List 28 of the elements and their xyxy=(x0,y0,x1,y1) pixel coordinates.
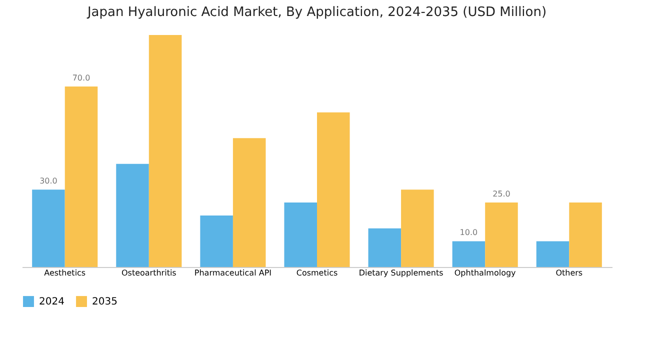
x-tick-label: Dietary Supplements xyxy=(358,268,444,278)
bar xyxy=(569,202,602,267)
x-tick-label: Cosmetics xyxy=(296,268,338,278)
bar xyxy=(452,241,486,267)
bar xyxy=(232,138,266,267)
bar xyxy=(64,86,98,267)
bar xyxy=(148,35,182,267)
bar xyxy=(200,215,233,267)
x-tick-label: Ophthalmology xyxy=(454,268,516,278)
data-label: 10.0 xyxy=(460,228,478,238)
legend-label: 2035 xyxy=(92,296,118,308)
bar xyxy=(485,202,518,267)
bar xyxy=(32,190,65,267)
data-label: 70.0 xyxy=(72,74,90,83)
bar xyxy=(536,241,570,267)
bar xyxy=(116,164,149,267)
chart-title: Japan Hyaluronic Acid Market, By Application, 2024-2035 (USD Million) xyxy=(86,5,547,20)
data-label: 30.0 xyxy=(40,176,58,186)
data-label: 25.0 xyxy=(492,190,510,199)
bar xyxy=(368,228,402,267)
bar xyxy=(401,190,434,267)
legend-label: 2024 xyxy=(39,296,64,308)
bar xyxy=(284,202,317,267)
x-tick-label: Aesthetics xyxy=(44,268,86,278)
x-tick-label: Osteoarthritis xyxy=(121,268,176,278)
x-tick-label: Others xyxy=(556,268,583,278)
bar xyxy=(317,112,350,267)
x-tick-label: Pharmaceutical API xyxy=(194,268,272,278)
